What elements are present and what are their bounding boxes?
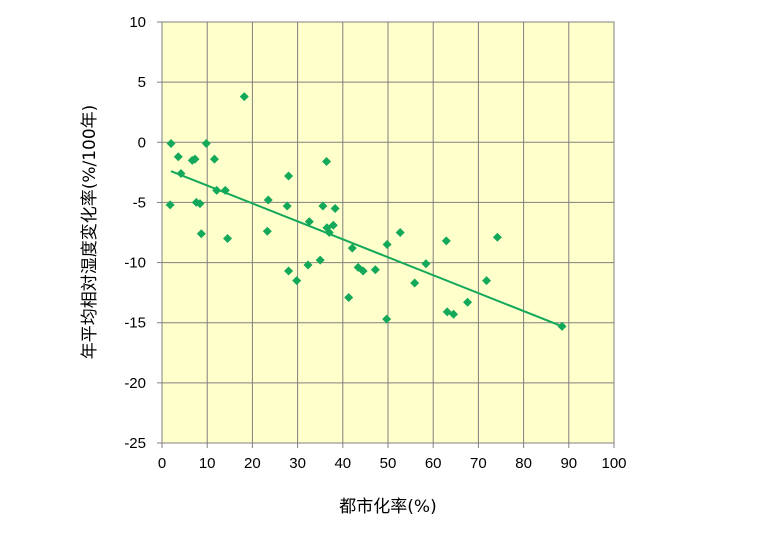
y-tick-label: -5 xyxy=(133,194,146,211)
data-point xyxy=(382,314,392,324)
x-tick-label: 80 xyxy=(515,455,532,472)
data-point xyxy=(303,260,313,270)
x-tick-label: 70 xyxy=(470,455,487,472)
data-point xyxy=(165,200,175,210)
data-point xyxy=(344,292,354,302)
x-tick-label: 30 xyxy=(289,455,306,472)
data-points xyxy=(165,92,567,331)
data-point xyxy=(482,276,492,286)
y-tick-label: -15 xyxy=(124,315,146,332)
y-tick-label: 10 xyxy=(129,14,146,31)
data-point xyxy=(315,255,325,265)
data-point xyxy=(463,297,473,307)
data-point xyxy=(328,220,338,230)
x-tick-label: 60 xyxy=(425,455,442,472)
data-point xyxy=(330,203,340,213)
data-point xyxy=(223,234,233,244)
data-point xyxy=(395,228,405,237)
data-point xyxy=(304,217,314,227)
x-tick-label: 10 xyxy=(199,455,216,472)
data-point xyxy=(318,201,328,211)
data-point xyxy=(263,195,273,205)
data-point xyxy=(358,266,368,276)
data-point xyxy=(212,185,222,195)
x-tick-label: 100 xyxy=(601,455,626,472)
data-point xyxy=(292,276,302,286)
data-point xyxy=(441,236,451,246)
data-point xyxy=(176,169,186,179)
data-point xyxy=(410,278,420,288)
data-point xyxy=(370,265,380,275)
data-point xyxy=(173,152,183,162)
data-point xyxy=(492,232,502,242)
gridlines xyxy=(157,21,615,448)
y-tick-label: 5 xyxy=(138,74,146,91)
data-point xyxy=(201,138,211,148)
x-axis-title: 都市化率(%) xyxy=(339,497,436,517)
data-point xyxy=(196,229,206,239)
x-tick-label: 90 xyxy=(560,455,577,472)
x-tick-label: 50 xyxy=(380,455,397,472)
data-point xyxy=(239,92,249,102)
data-point xyxy=(449,309,459,319)
trendline xyxy=(170,170,563,328)
x-tick-label: 0 xyxy=(158,455,166,472)
data-point xyxy=(190,154,200,164)
data-point xyxy=(220,185,230,195)
data-point xyxy=(284,266,294,276)
data-point xyxy=(421,259,431,269)
data-point xyxy=(166,138,176,148)
x-tick-label: 20 xyxy=(244,455,261,472)
data-point xyxy=(382,240,392,250)
y-tick-label: 0 xyxy=(138,134,146,151)
data-point xyxy=(322,157,332,167)
x-tick-label: 40 xyxy=(334,455,351,472)
plot-border xyxy=(161,21,615,444)
y-tick-label: -25 xyxy=(124,435,146,452)
data-point xyxy=(284,171,294,181)
y-axis-title: 年平均相対湿度変化率(%/100年) xyxy=(80,105,100,360)
y-tick-label: -10 xyxy=(124,255,146,272)
data-point xyxy=(557,321,567,331)
data-point xyxy=(347,243,357,253)
data-point xyxy=(195,199,205,209)
data-point xyxy=(262,226,272,236)
data-point xyxy=(209,154,219,164)
y-tick-label: -20 xyxy=(124,375,146,392)
data-point xyxy=(282,201,292,211)
data-point xyxy=(324,228,334,237)
